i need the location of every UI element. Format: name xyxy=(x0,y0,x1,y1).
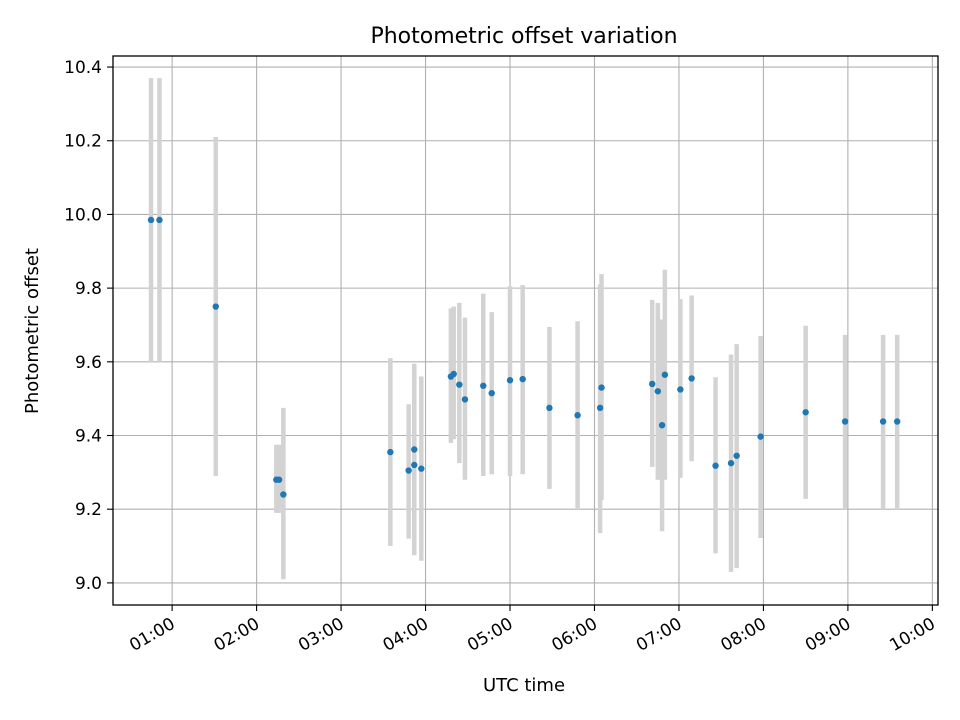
data-point xyxy=(733,452,740,459)
data-point xyxy=(488,389,495,397)
data-point xyxy=(387,448,394,456)
x-tick-label: 10:00 xyxy=(886,614,938,656)
y-tick-label: 9.2 xyxy=(75,500,102,520)
x-tick-label: 09:00 xyxy=(802,614,854,656)
data-point xyxy=(649,380,656,388)
errorbars xyxy=(148,78,900,580)
x-tick-label: 04:00 xyxy=(380,614,432,656)
data-point xyxy=(411,446,418,453)
data-point xyxy=(596,404,604,412)
data-point xyxy=(654,388,662,395)
data-point xyxy=(546,404,553,412)
data-point xyxy=(405,467,412,474)
grid xyxy=(113,56,938,605)
data-point xyxy=(280,491,287,498)
y-tick-label: 10.4 xyxy=(64,58,102,78)
plot-frame xyxy=(112,55,939,606)
x-tick-label: 08:00 xyxy=(717,614,769,656)
data-point xyxy=(802,409,809,416)
x-tick-label: 06:00 xyxy=(549,614,601,656)
x-tick-label: 02:00 xyxy=(211,614,263,656)
data-point xyxy=(658,421,666,429)
y-tick-label: 10.0 xyxy=(64,205,102,225)
x-tick-label: 03:00 xyxy=(295,614,347,656)
x-axis-label: UTC time xyxy=(483,675,565,696)
y-tick-label: 9.4 xyxy=(75,427,102,447)
data-point xyxy=(727,459,735,467)
y-tick-label: 10.2 xyxy=(64,132,102,152)
data-point xyxy=(519,375,526,383)
x-tick-label: 07:00 xyxy=(633,614,685,656)
data-point xyxy=(456,381,463,388)
data-point xyxy=(480,382,487,389)
x-tick-label: 01:00 xyxy=(126,614,178,656)
data-point xyxy=(677,386,684,393)
y-tick-label: 9.0 xyxy=(75,574,102,594)
data-points xyxy=(147,216,901,498)
data-point xyxy=(574,412,581,419)
data-point xyxy=(688,375,695,382)
data-point xyxy=(712,462,719,469)
data-point xyxy=(212,303,219,310)
data-point xyxy=(841,418,849,425)
x-axis-ticks: 01:00 02:00 03:00 04:00 05:00 06:00 07:00 08:00… xyxy=(126,605,939,656)
data-point xyxy=(411,461,418,469)
data-point xyxy=(598,384,605,391)
data-point xyxy=(757,433,764,440)
y-axis-label: Photometric offset xyxy=(22,248,43,414)
y-axis-ticks: 9.0 9.2 9.4 9.6 9.8 10.0 10.2 10.4 xyxy=(64,58,113,594)
data-point xyxy=(461,396,469,403)
y-tick-label: 9.8 xyxy=(75,279,102,299)
data-point xyxy=(450,370,457,378)
data-point xyxy=(275,476,283,483)
data-point xyxy=(893,418,901,425)
data-point xyxy=(418,465,425,472)
chart-title: Photometric offset variation xyxy=(370,24,677,49)
y-tick-label: 9.6 xyxy=(75,353,102,373)
data-point xyxy=(879,418,887,425)
x-tick-label: 05:00 xyxy=(464,614,516,656)
data-point xyxy=(156,216,163,224)
data-point xyxy=(147,216,155,224)
data-point xyxy=(661,371,669,378)
data-point xyxy=(506,377,514,384)
